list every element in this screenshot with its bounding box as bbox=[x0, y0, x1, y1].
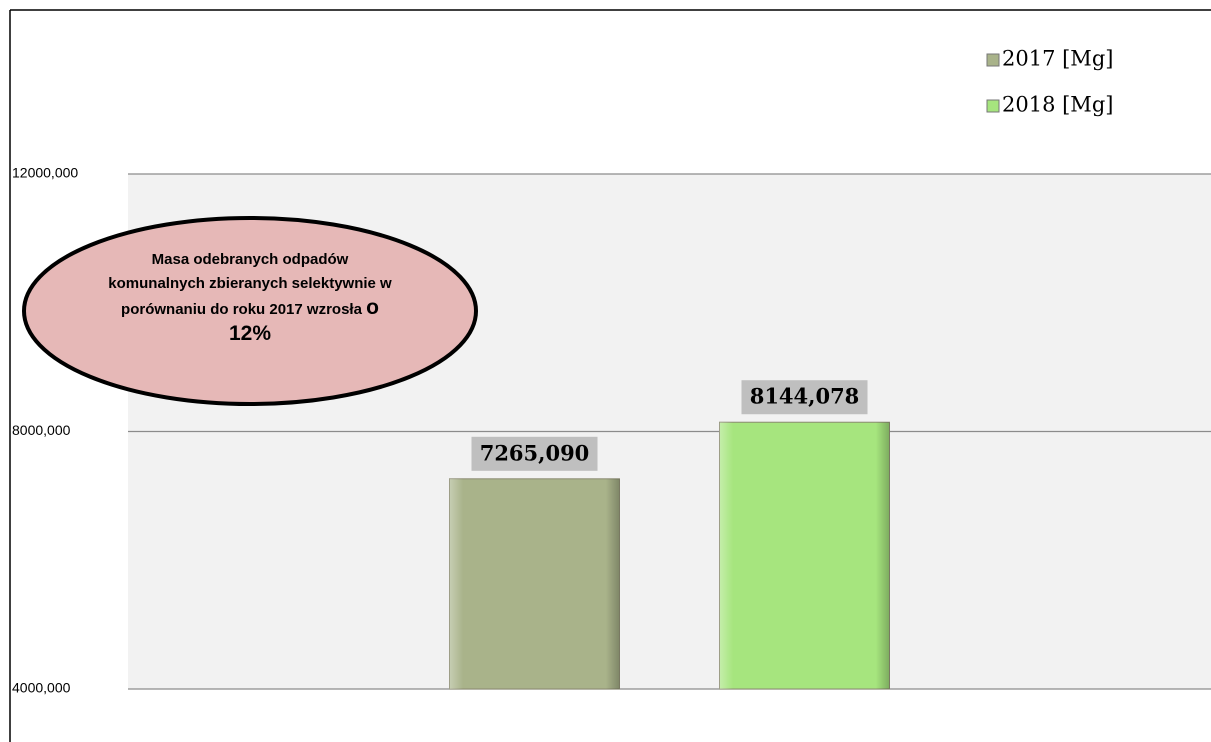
value-label: 8144,078 bbox=[750, 384, 860, 409]
bar-shade bbox=[719, 422, 890, 689]
annotation-emphasis: o 12% bbox=[228, 296, 379, 345]
legend-label: 2018 [Mg] bbox=[1002, 93, 1113, 117]
value-label-box bbox=[741, 380, 868, 415]
y-tick-label: 8000,000 bbox=[12, 422, 71, 438]
value-label-box bbox=[471, 436, 598, 471]
legend-label: 2017 [Mg] bbox=[1002, 47, 1113, 71]
annotation: Masa odebranych odpadów komunalnych zbie… bbox=[105, 248, 395, 348]
annotation-ellipse bbox=[22, 216, 478, 406]
annotation-text: Masa odebranych odpadów komunalnych zbie… bbox=[108, 251, 392, 318]
legend-swatch bbox=[986, 99, 1000, 113]
legend-swatch bbox=[986, 53, 1000, 67]
value-label: 7265,090 bbox=[480, 440, 590, 465]
y-tick-label: 4000,000 bbox=[12, 680, 71, 696]
bar-shade bbox=[449, 478, 620, 689]
y-tick-label: 12000,000 bbox=[12, 165, 78, 181]
